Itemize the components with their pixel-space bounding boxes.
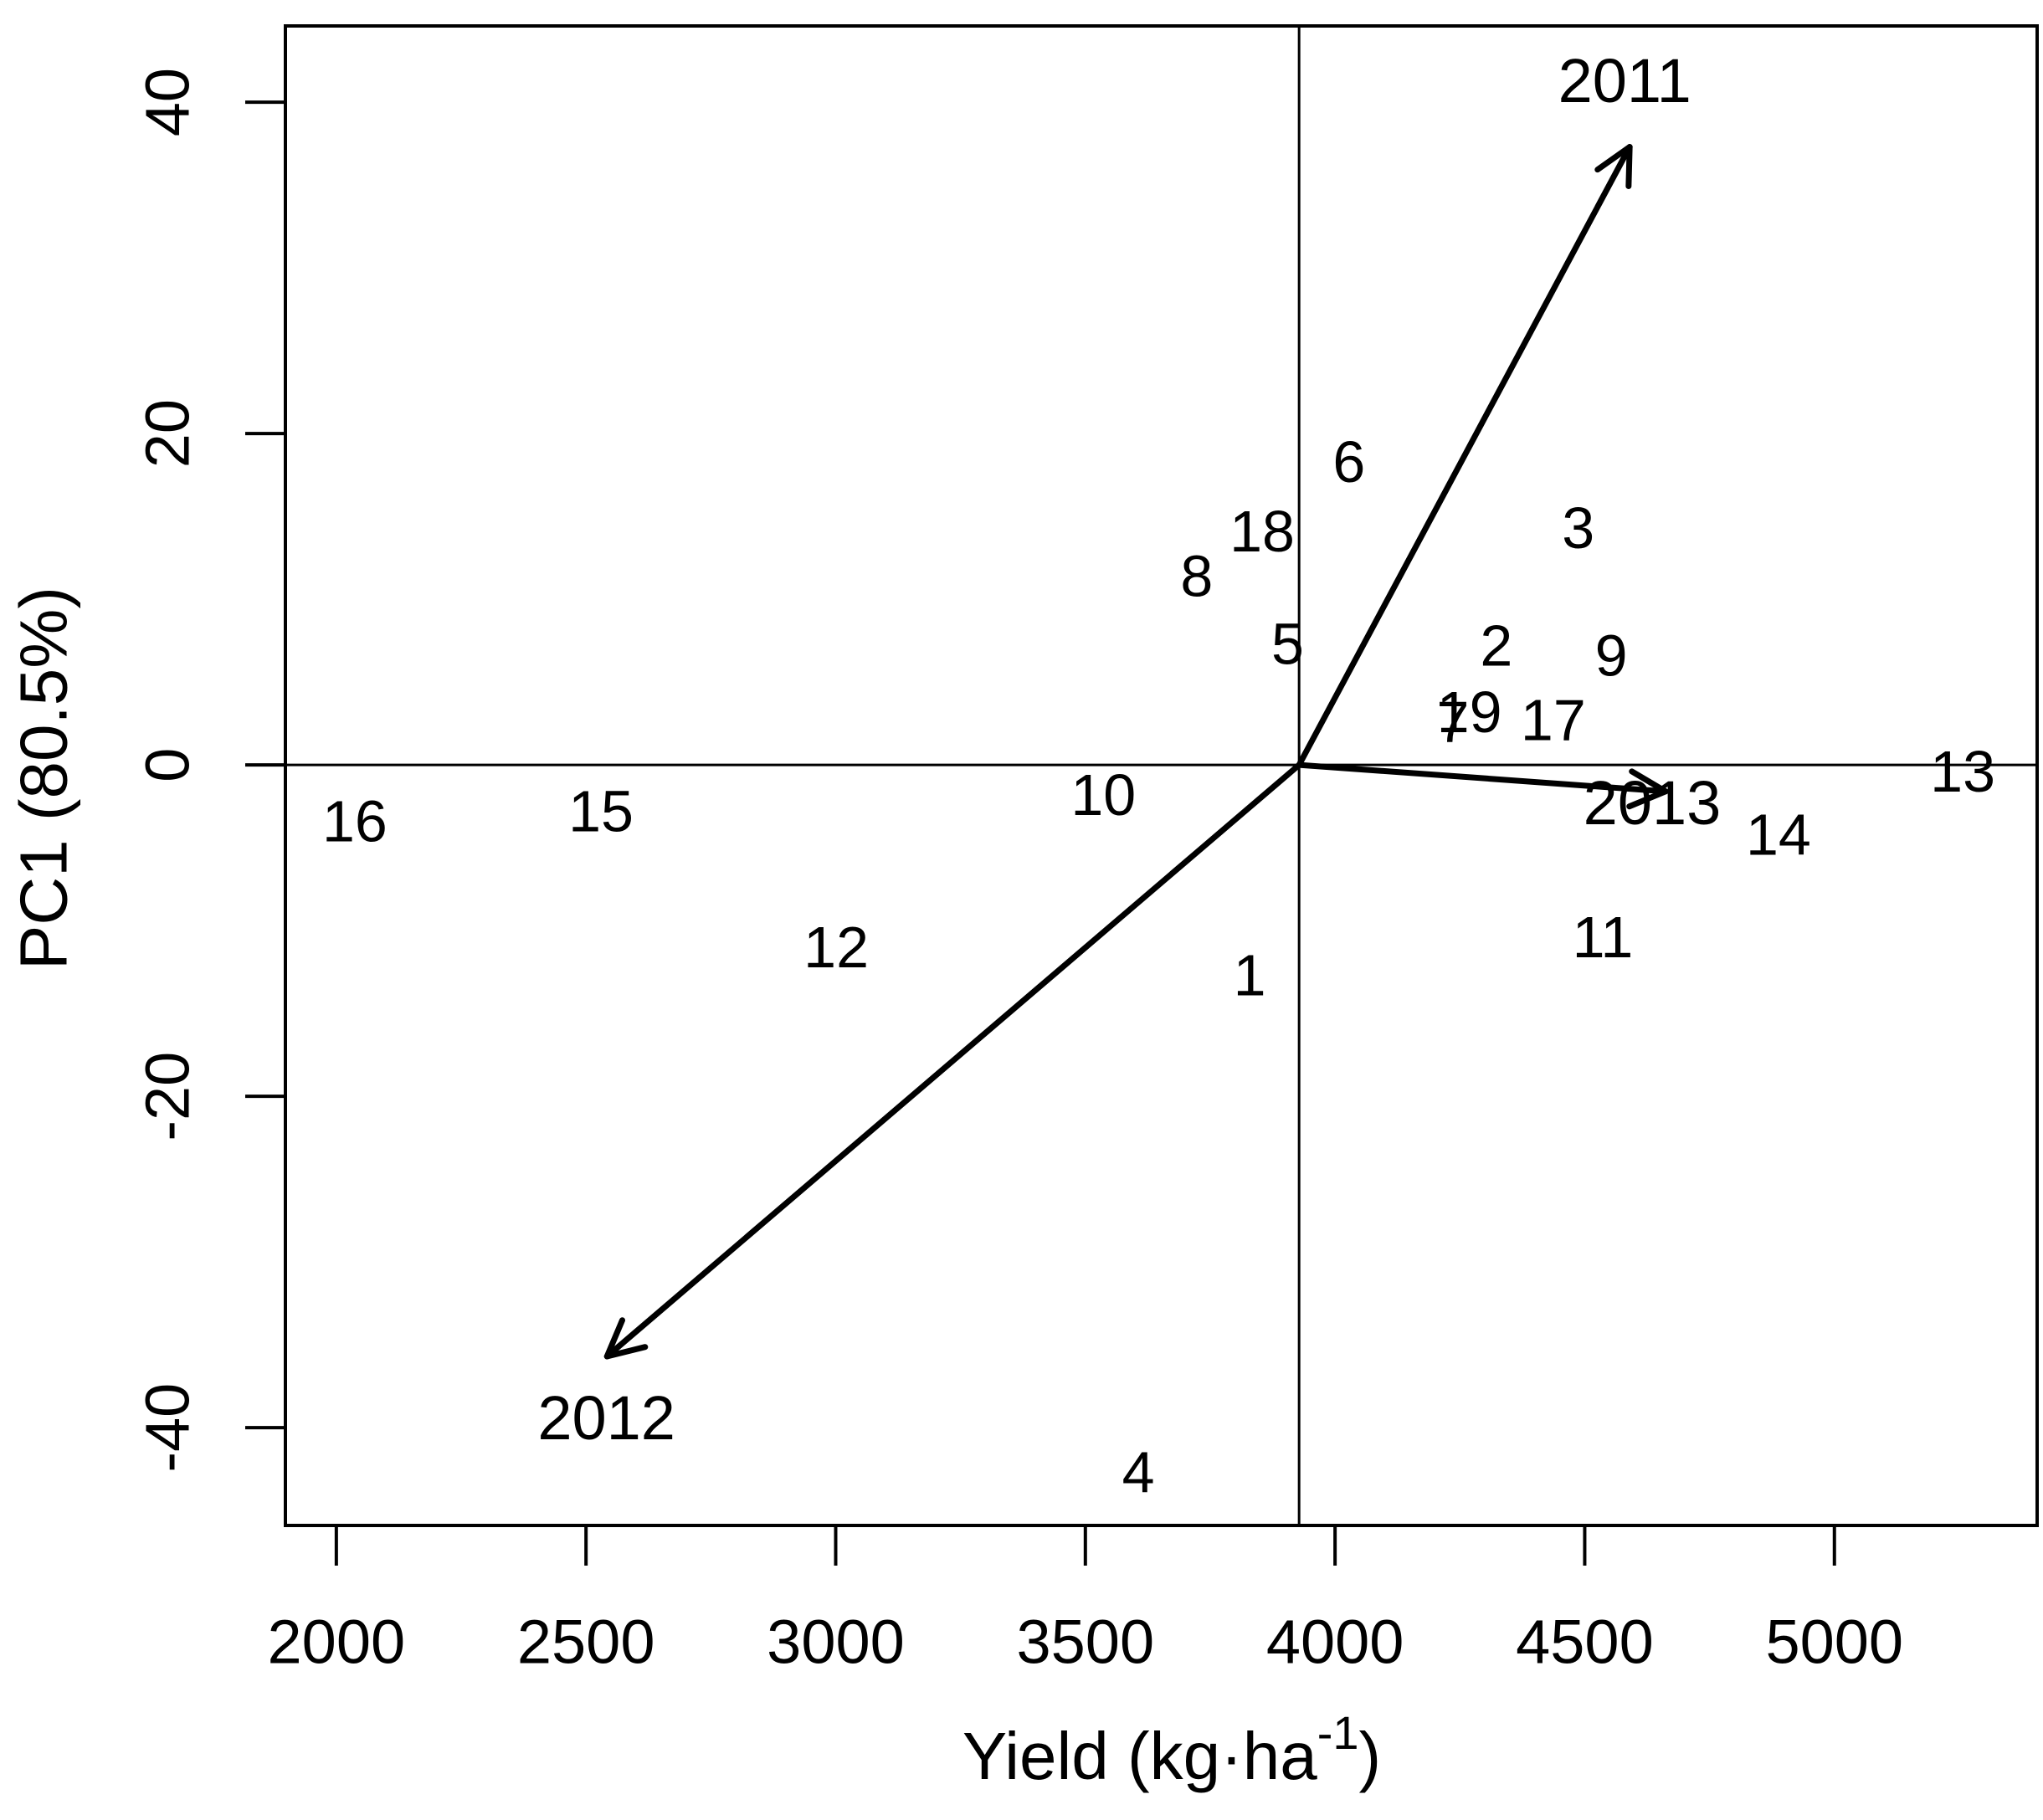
genotype-label-12: 12 [803,915,869,980]
year-vector-2011 [1296,144,1633,768]
plot-box [284,24,2039,1527]
genotype-label-5: 5 [1271,612,1304,677]
genotype-label-11: 11 [1573,905,1634,970]
genotype-label-17: 17 [1521,688,1586,753]
year-vector-2013 [1296,761,1669,810]
year-label-2011: 2011 [1558,46,1691,115]
plot-border [284,24,2039,1527]
y-tick-label: 0 [133,748,203,782]
genotype-label-4: 4 [1122,1440,1155,1505]
genotype-label-14: 14 [1746,802,1811,867]
x-axis: 2000 2500 3000 3500 4000 4500 5000 [268,1525,1903,1677]
x-axis-title: Yield (kg·ha-1) [962,1706,1381,1793]
x-tick-label: 3500 [1016,1607,1154,1677]
y-tick-label: 40 [133,68,203,136]
genotype-label-1: 1 [1234,943,1266,1008]
genotype-label-13: 13 [1930,739,1995,804]
genotype-label-6: 6 [1332,429,1365,495]
genotype-label-15: 15 [568,779,634,844]
y-tick-label: -40 [133,1383,203,1473]
reference-lines [285,26,2037,1525]
genotype-label-8: 8 [1180,543,1213,608]
genotype-label-18: 18 [1229,499,1295,564]
x-tick-label: 2000 [268,1607,406,1677]
y-tick-label: 20 [133,399,203,468]
year-label-2012: 2012 [537,1383,675,1453]
y-tick-label: -20 [133,1052,203,1141]
x-tick-label: 2500 [517,1607,655,1677]
genotype-label-10: 10 [1070,762,1136,828]
x-tick-label: 5000 [1765,1607,1903,1677]
year-vector-arrows [603,144,1669,1360]
x-tick-label: 3000 [767,1607,905,1677]
genotype-label-7: 7 [1436,690,1469,755]
year-vector-2012 [603,761,1302,1360]
x-tick-label: 4500 [1516,1607,1654,1677]
genotype-label-9: 9 [1595,623,1628,688]
genotype-label-3: 3 [1562,495,1594,561]
x-tick-label: 4000 [1266,1607,1404,1677]
year-label-2013: 2013 [1584,768,1722,838]
genotype-label-2: 2 [1480,613,1512,679]
y-axis: -40 -20 0 20 40 [133,68,285,1473]
genotype-label-19: 19 [1437,679,1502,745]
genotype-label-16: 16 [322,788,388,854]
y-axis-title: PC1 (80.5%) [7,587,81,970]
